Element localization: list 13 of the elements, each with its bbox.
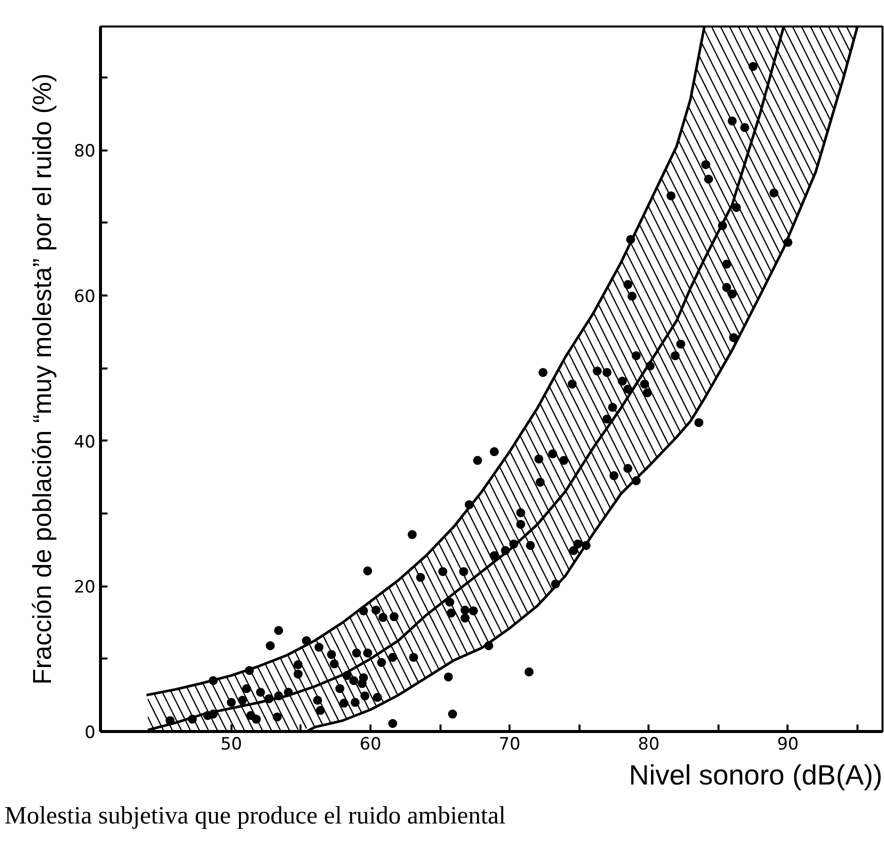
y-tick-label: 60 — [74, 286, 96, 307]
y-tick-label: 80 — [74, 142, 96, 162]
x-axis-title: Nivel sonoro (dB(A)) — [628, 760, 883, 790]
x-tick-label: 70 — [498, 734, 520, 754]
text: Molestia subjetiva que produce el ruido ambiental — [4, 802, 506, 830]
x-tick-label: 50 — [220, 734, 242, 754]
x-tick-label: 80 — [638, 734, 660, 754]
x-tick-label: 90 — [777, 734, 799, 754]
x-tick-label: 60 — [360, 734, 382, 754]
y-axis-title: Fracción de población “muy molesta” por el ruido (%) — [26, 73, 57, 685]
y-tick-label: 20 — [74, 578, 96, 598]
y-tick-label: 0 — [84, 723, 96, 743]
y-tick-label: 40 — [74, 432, 96, 452]
